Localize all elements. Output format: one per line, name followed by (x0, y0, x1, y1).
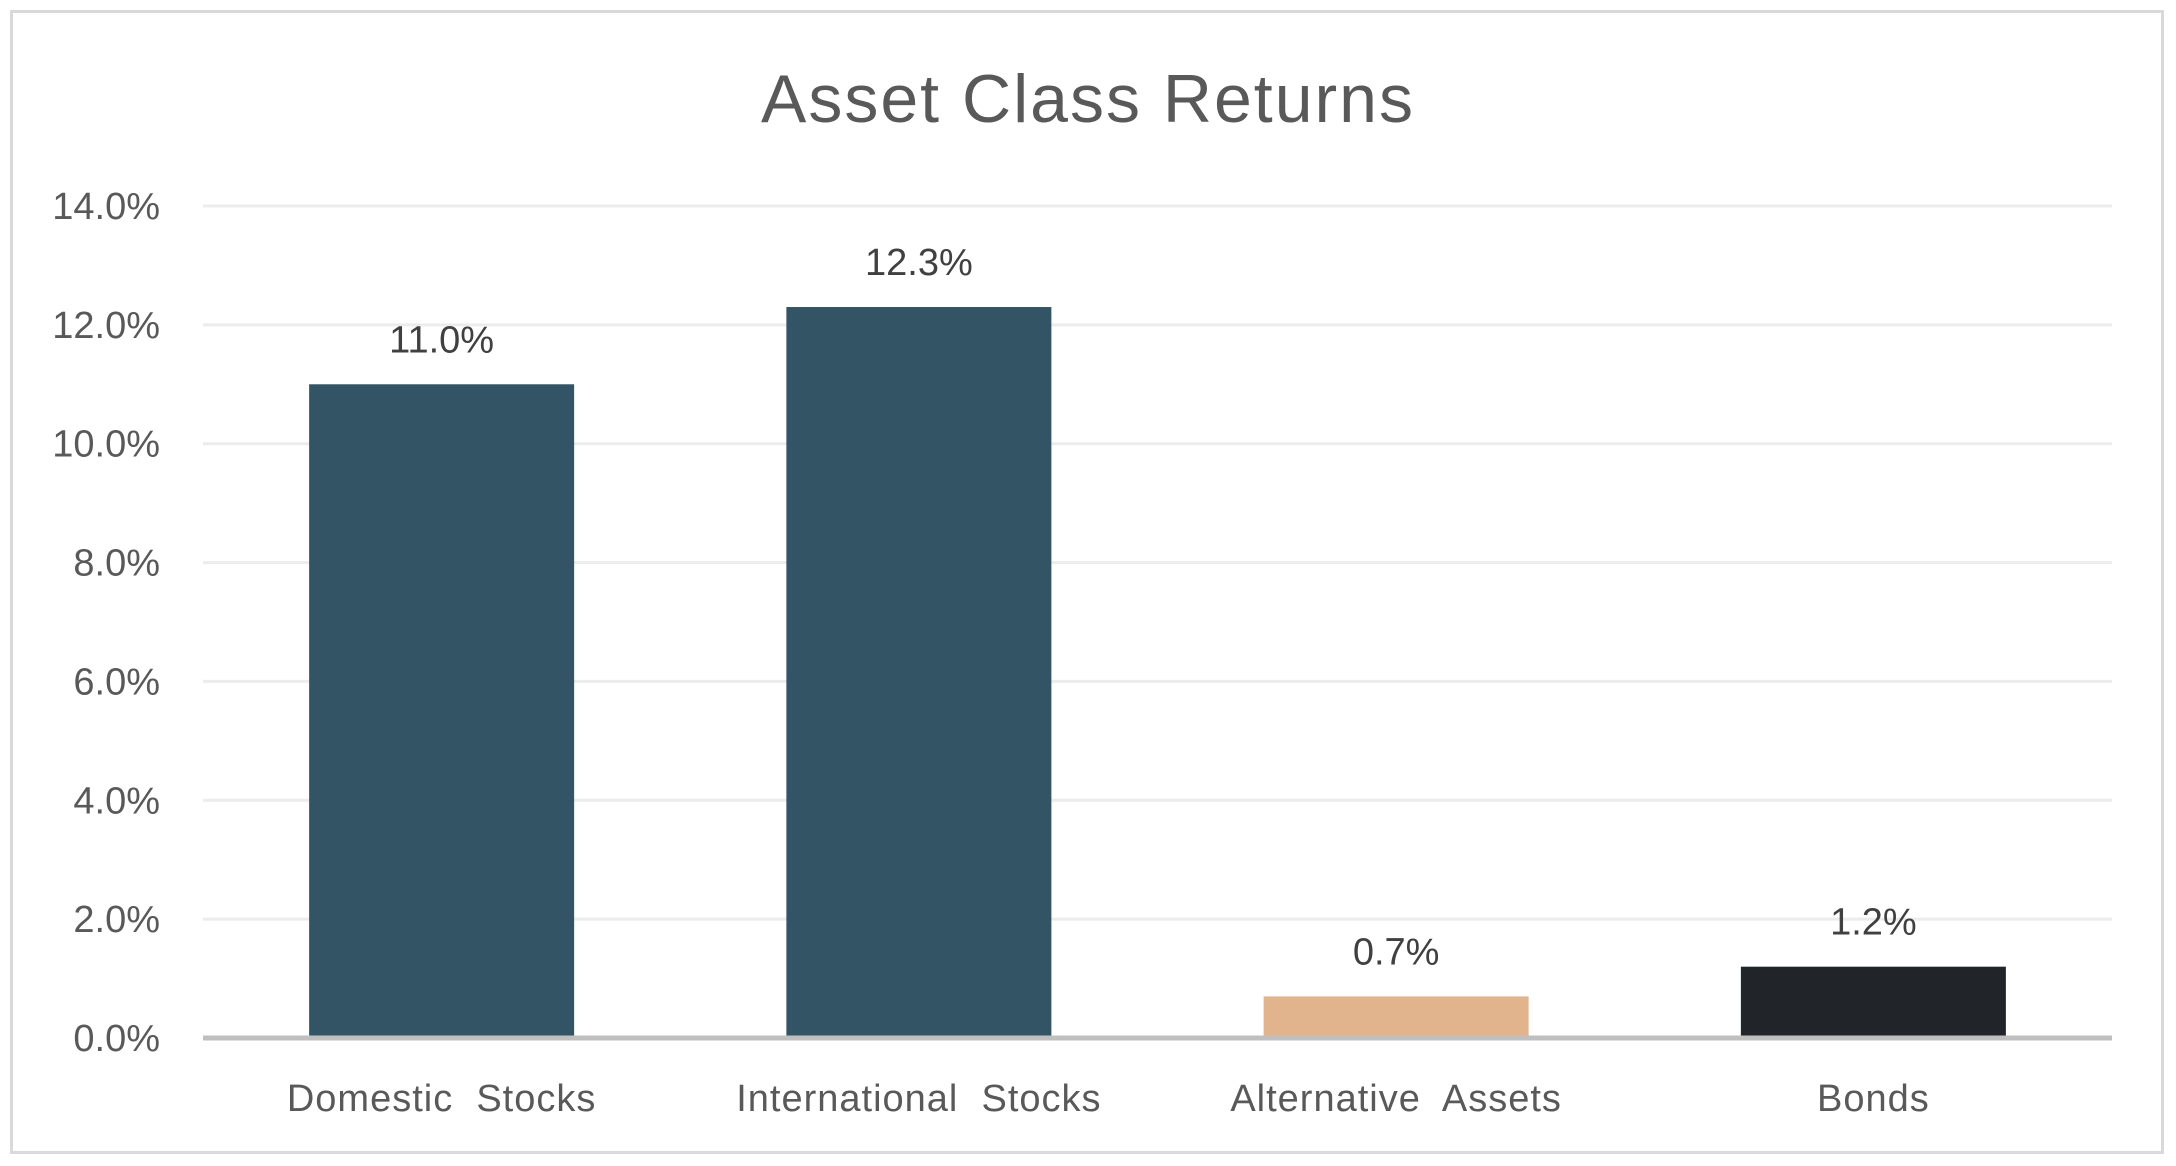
bars (309, 307, 2006, 1038)
x-category-label: Domestic Stocks (287, 1078, 597, 1120)
y-tick-label: 14.0% (52, 186, 160, 228)
y-tick-label: 12.0% (52, 305, 160, 347)
x-category-label: Alternative Assets (1230, 1078, 1562, 1120)
data-labels: 11.0% 12.3% 0.7% 1.2% (389, 242, 1917, 973)
y-tick-label: 4.0% (73, 780, 160, 822)
y-tick-label: 0.0% (73, 1018, 160, 1060)
chart-title: Asset Class Returns (761, 61, 1415, 137)
data-label: 0.7% (1353, 931, 1440, 973)
y-tick-label: 10.0% (52, 424, 160, 466)
x-category-label: International Stocks (736, 1078, 1101, 1120)
y-tick-label: 6.0% (73, 661, 160, 703)
data-label: 1.2% (1830, 902, 1917, 944)
bar (1263, 996, 1529, 1038)
bar (786, 307, 1052, 1038)
data-label: 11.0% (389, 319, 494, 361)
y-tick-label: 8.0% (73, 543, 160, 585)
x-axis-categories: Domestic Stocks International Stocks Alter… (287, 1078, 1930, 1120)
data-label: 12.3% (865, 242, 973, 284)
y-tick-label: 2.0% (73, 899, 160, 941)
x-category-label: Bonds (1817, 1078, 1930, 1120)
bar (309, 384, 575, 1038)
y-axis-ticks: 0.0% 2.0% 4.0% 6.0% 8.0% 10.0% 12.0% 14.0% (52, 186, 160, 1060)
bar (1740, 966, 2006, 1038)
